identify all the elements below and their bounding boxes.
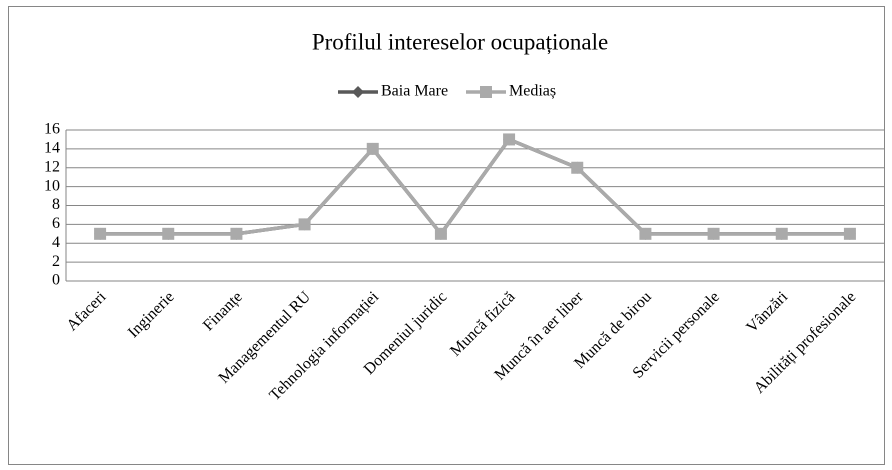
y-tick-label: 2 — [52, 253, 60, 270]
marker — [434, 227, 447, 240]
chart-title: Profilul intereselor ocupaționale — [312, 29, 608, 54]
legend-marker — [480, 86, 492, 98]
marker — [707, 227, 720, 240]
y-tick-label: 8 — [52, 196, 60, 213]
legend-marker — [352, 86, 364, 98]
marker — [571, 161, 584, 174]
y-tick-label: 16 — [44, 121, 60, 138]
y-tick-label: 6 — [52, 215, 60, 232]
y-tick-label: 14 — [44, 140, 60, 157]
legend-label: Baia Mare — [381, 83, 448, 100]
marker — [162, 227, 175, 240]
marker — [503, 133, 516, 146]
marker — [298, 218, 311, 231]
series-line — [100, 137, 850, 237]
legend-label: Mediaș — [509, 83, 556, 100]
marker — [843, 227, 856, 240]
marker — [366, 142, 379, 155]
marker — [639, 227, 652, 240]
y-tick-label: 4 — [52, 234, 60, 251]
marker — [94, 227, 107, 240]
y-tick-label: 12 — [44, 158, 60, 175]
marker — [775, 227, 788, 240]
y-tick-label: 0 — [52, 272, 60, 289]
y-tick-label: 10 — [44, 177, 60, 194]
marker — [230, 227, 243, 240]
